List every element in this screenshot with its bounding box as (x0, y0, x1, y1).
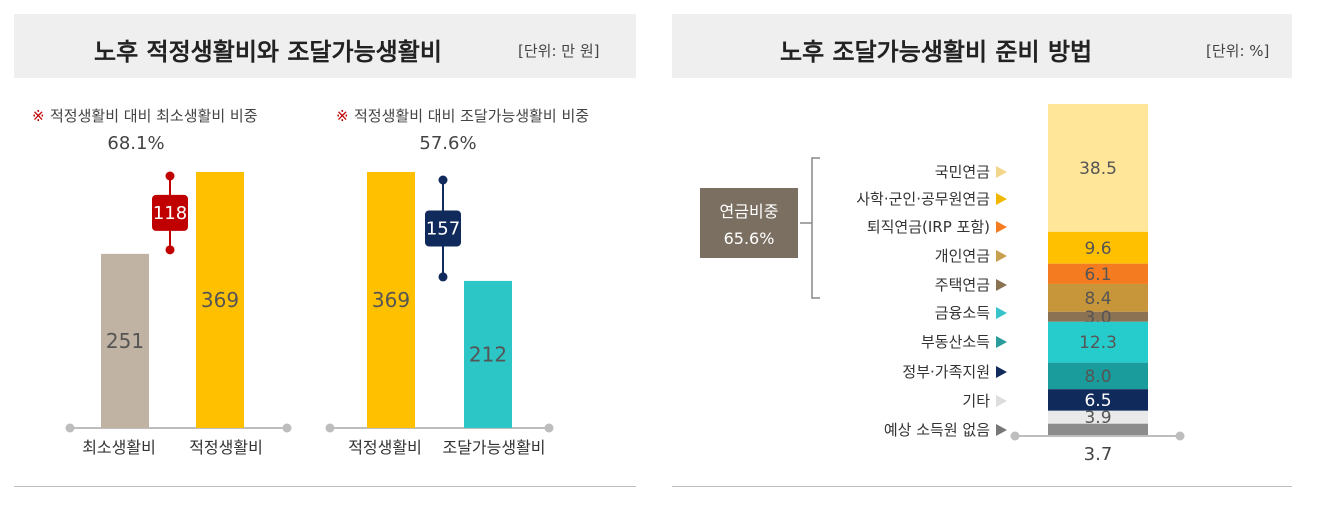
left-panel-header: 노후 적정생활비와 조달가능생활비 [단위: 만 원] (14, 14, 636, 78)
bottom-value-label: 3.7 (1084, 444, 1113, 465)
left-panel-title: 노후 적정생활비와 조달가능생활비 (94, 38, 442, 66)
note-mark-2: ※ (336, 107, 349, 125)
left-panel-unit: [단위: 만 원] (518, 42, 600, 60)
difference-box-2 (425, 210, 461, 247)
axis-end-2b (544, 423, 554, 433)
axis-end-2a (325, 423, 335, 433)
stack-arrow-icon-8 (996, 366, 1007, 378)
stack-segment-2 (1048, 231, 1148, 264)
stack-value-label-1: 38.5 (1079, 159, 1117, 179)
stack-segment-6 (1048, 321, 1148, 363)
difference-dot-bottom-2 (438, 272, 448, 282)
bar-proper-living-2 (367, 172, 415, 428)
stack-segment-9 (1048, 410, 1148, 424)
stack-category-label-2: 사학·군인·공무원연금 (856, 190, 990, 208)
stack-category-label-3: 퇴직연금(IRP 포함) (867, 218, 990, 236)
stack-value-label-8: 6.5 (1084, 391, 1111, 411)
stack-value-label-6: 12.3 (1079, 333, 1117, 353)
stack-arrow-icon-7 (996, 336, 1007, 348)
axis-end-3a (1010, 431, 1020, 441)
stack-segment-4 (1048, 283, 1148, 312)
difference-box-1 (152, 194, 188, 231)
category-label-available-living: 조달가능생활비 (442, 438, 545, 457)
left-panel-bottom-rule (14, 486, 636, 487)
stack-value-label-3: 6.1 (1084, 265, 1111, 285)
category-label-proper-living-2: 적정생활비 (348, 438, 422, 457)
stack-segment-7 (1048, 362, 1148, 390)
stack-segment-5 (1048, 311, 1148, 322)
right-panel-title: 노후 조달가능생활비 준비 방법 (780, 38, 1093, 66)
category-label-min-living: 최소생활비 (82, 438, 156, 457)
value-label-proper-living-2: 369 (372, 288, 410, 312)
stack-arrow-icon-10 (996, 424, 1007, 436)
stack-arrow-icon-4 (996, 250, 1007, 262)
stack-category-label-5: 주택연금 (935, 276, 990, 294)
axis-end-1b (282, 423, 292, 433)
pension-share-box (700, 188, 798, 258)
difference-dot-bottom-1 (165, 245, 175, 255)
pension-bracket (800, 157, 820, 299)
stack-value-label-4: 8.4 (1084, 289, 1111, 309)
stack-arrow-icon-3 (996, 221, 1007, 233)
pension-share-value: 65.6% (724, 229, 775, 248)
bar-min-living (101, 253, 149, 428)
bar-available-living (464, 280, 512, 428)
value-label-available-living: 212 (469, 342, 507, 366)
difference-dot-top-1 (165, 171, 175, 181)
stack-arrow-icon-1 (996, 166, 1007, 178)
axis-end-3b (1175, 431, 1185, 441)
stack-segment-1 (1048, 104, 1148, 232)
stack-arrow-icon-2 (996, 193, 1007, 205)
ratio-2: 57.6% (419, 133, 476, 154)
bar-proper-living-1 (196, 172, 244, 428)
stack-arrow-icon-6 (996, 307, 1007, 319)
right-panel-unit: [단위: %] (1206, 42, 1270, 60)
note-text-2: 적정생활비 대비 조달가능생활비 비중 (354, 107, 589, 125)
stack-category-label-7: 부동산소득 (921, 333, 990, 351)
note-mark-1: ※ (32, 107, 45, 125)
ratio-1: 68.1% (107, 133, 164, 154)
stack-category-label-6: 금융소득 (935, 304, 990, 322)
stack-arrow-icon-9 (996, 395, 1007, 407)
note-text-1: 적정생활비 대비 최소생활비 비중 (50, 107, 258, 125)
stack-segment-10 (1048, 423, 1148, 436)
pension-share-label: 연금비중 (720, 202, 779, 221)
value-label-min-living: 251 (106, 329, 144, 353)
right-panel-bottom-rule (672, 486, 1292, 487)
value-label-proper-living-1: 369 (201, 288, 239, 312)
category-label-proper-living-1: 적정생활비 (189, 438, 263, 457)
stack-value-label-2: 9.6 (1084, 239, 1111, 259)
difference-marker-1: 118 (152, 171, 188, 255)
stack-value-label-9: 3.9 (1084, 408, 1111, 428)
difference-dot-top-2 (438, 175, 448, 185)
stack-category-label-8: 정부·가족지원 (902, 363, 990, 381)
stack-category-label-9: 기타 (962, 392, 990, 410)
stack-segment-3 (1048, 263, 1148, 284)
difference-value-2: 157 (426, 218, 460, 239)
stack-category-label-4: 개인연금 (935, 247, 990, 265)
right-panel-header: 노후 조달가능생활비 준비 방법 [단위: %] (672, 14, 1292, 78)
stacked-bar: 38.5 국민연금 9.6 사학·군인·공무원연금 6.1 퇴직연금(IRP 포함) 8.4… (856, 104, 1148, 439)
stack-value-label-7: 8.0 (1084, 367, 1111, 387)
stack-category-label-1: 국민연금 (935, 163, 990, 181)
axis-end-1a (65, 423, 75, 433)
stack-arrow-icon-5 (996, 279, 1007, 291)
stack-segment-8 (1048, 389, 1148, 411)
stack-category-label-10: 예상 소득원 없음 (884, 421, 990, 439)
difference-marker-2: 157 (425, 175, 461, 282)
difference-value-1: 118 (153, 203, 187, 224)
